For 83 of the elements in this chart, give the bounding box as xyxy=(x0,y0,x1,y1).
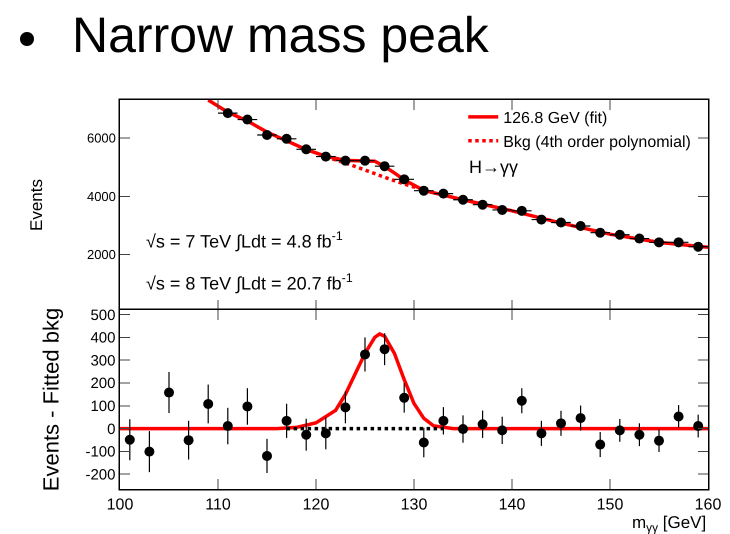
x-tick-label: 140 xyxy=(498,496,526,514)
point xyxy=(556,418,566,428)
y-tick-label: -100 xyxy=(85,444,116,461)
y-axis-title: Events xyxy=(26,179,46,231)
y-tick-label: 6000 xyxy=(86,130,116,146)
chart-title: Narrow mass peak xyxy=(72,7,489,63)
y-tick-label: 4000 xyxy=(86,188,116,204)
y-tick-label: 100 xyxy=(90,398,116,416)
legend-label: 126.8 GeV (fit) xyxy=(503,110,608,128)
point xyxy=(536,428,546,438)
point xyxy=(301,144,312,154)
x-axis-title: m$_{γγ}$ [GeV] xyxy=(632,513,706,534)
point xyxy=(164,388,174,398)
point xyxy=(320,152,331,162)
point xyxy=(674,411,684,422)
y-tick-label: -200 xyxy=(85,466,116,484)
point xyxy=(438,188,448,199)
point xyxy=(693,421,704,432)
point xyxy=(634,234,644,244)
point xyxy=(262,130,272,140)
annotation: √s = 8 TeV ∫Ldt = 20.7 fb$^{-1}$ xyxy=(146,271,353,294)
point xyxy=(516,206,527,216)
point xyxy=(614,230,625,240)
point xyxy=(340,156,350,166)
x-tick-label: 120 xyxy=(302,496,330,514)
point xyxy=(654,436,664,446)
x-tick-label: 150 xyxy=(596,496,624,514)
annotation: √s = 7 TeV ∫Ldt = 4.8 fb$^{-1}$ xyxy=(146,229,343,252)
point xyxy=(399,392,410,403)
x-tick-label: 160 xyxy=(694,496,722,514)
point xyxy=(418,437,429,448)
point xyxy=(184,435,194,446)
y-tick-label: 200 xyxy=(90,375,116,392)
point xyxy=(576,413,586,424)
point xyxy=(282,416,292,426)
point xyxy=(576,221,586,231)
point xyxy=(458,194,468,205)
point xyxy=(144,446,154,457)
point xyxy=(556,218,566,228)
point xyxy=(674,237,684,248)
point xyxy=(654,237,664,248)
point xyxy=(595,440,606,450)
point xyxy=(242,401,252,412)
point xyxy=(497,425,508,436)
point xyxy=(516,396,527,406)
point xyxy=(222,108,233,118)
point xyxy=(282,134,292,144)
point xyxy=(222,421,233,432)
y-tick-label: 0 xyxy=(107,420,116,438)
point xyxy=(380,344,390,354)
point xyxy=(203,398,214,409)
y-tick-label: 300 xyxy=(90,352,116,370)
point xyxy=(360,349,370,360)
legend-label: Bkg (4th order polynomial) xyxy=(503,134,691,151)
point xyxy=(478,419,488,430)
point xyxy=(497,204,508,215)
point xyxy=(458,424,468,434)
point xyxy=(360,156,370,166)
point xyxy=(693,242,704,252)
point xyxy=(124,434,135,445)
point xyxy=(614,425,625,436)
point xyxy=(438,416,448,426)
point xyxy=(340,402,350,412)
point xyxy=(380,161,390,172)
point xyxy=(595,228,606,238)
x-tick-label: 130 xyxy=(400,496,428,514)
point xyxy=(399,174,410,184)
point xyxy=(634,430,644,440)
line-series xyxy=(120,332,708,430)
point xyxy=(242,114,252,125)
point xyxy=(301,430,312,440)
point xyxy=(320,428,331,438)
y-tick-label: 500 xyxy=(90,306,116,324)
y-tick-label: 2000 xyxy=(86,247,116,262)
y-tick-label: 400 xyxy=(90,330,116,347)
point xyxy=(536,214,546,225)
point xyxy=(418,186,429,196)
x-tick-label: 100 xyxy=(106,496,134,514)
y-axis-title: Events - Fitted bkg xyxy=(38,308,64,492)
point xyxy=(262,450,272,461)
annotation: H→γγ xyxy=(469,157,518,177)
x-tick-label: 110 xyxy=(205,496,231,514)
point xyxy=(478,200,488,210)
